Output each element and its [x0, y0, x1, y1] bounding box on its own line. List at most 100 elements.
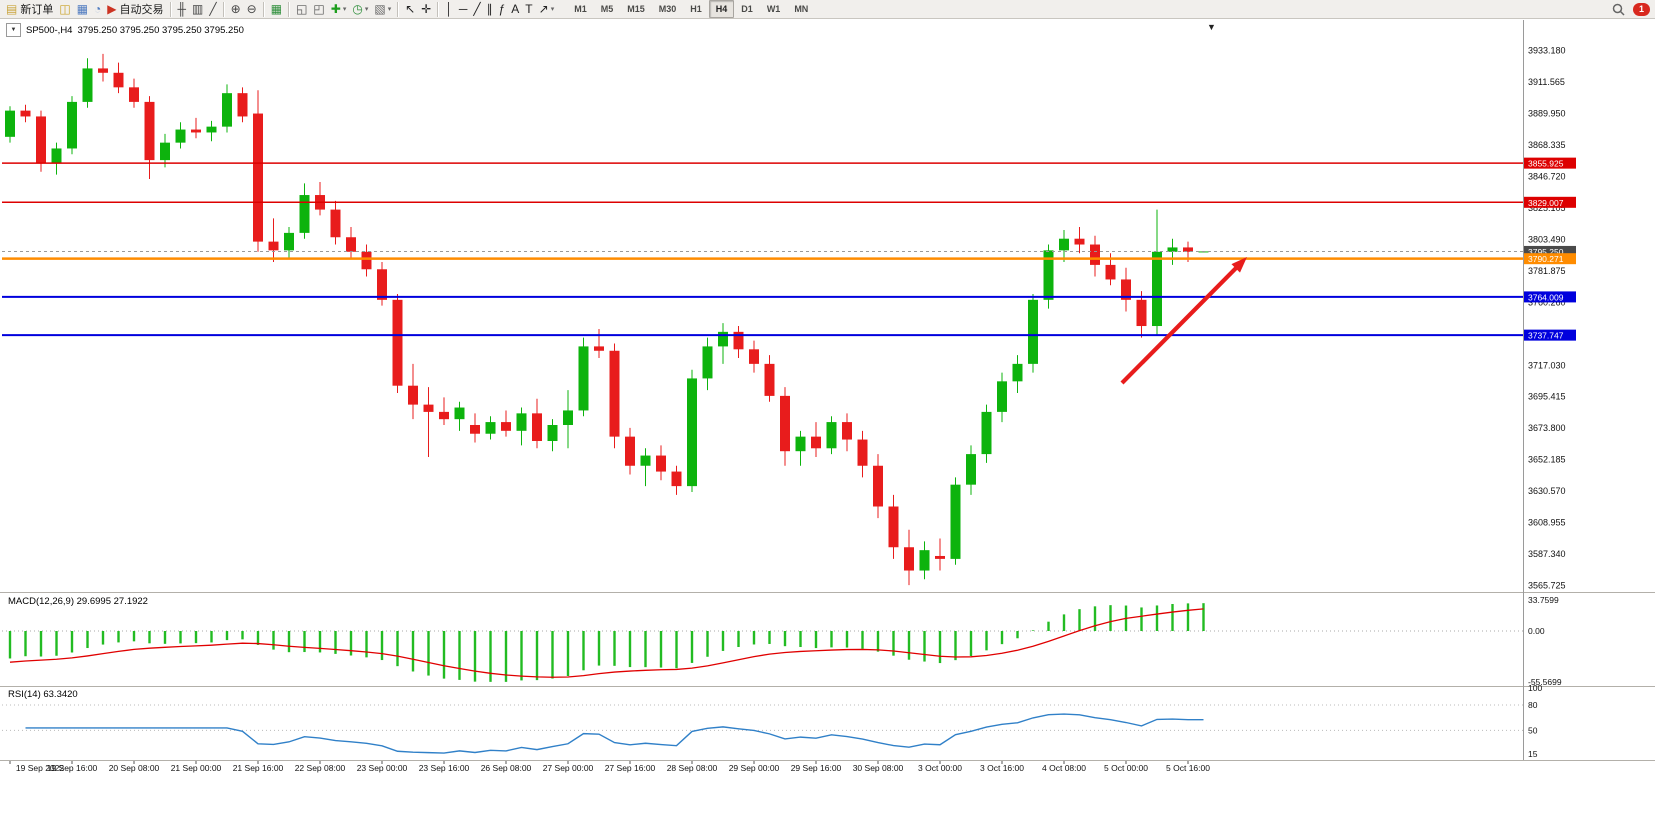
toolbar-separator	[437, 1, 440, 17]
ohlc-values: 3795.250 3795.250 3795.250 3795.250	[77, 24, 244, 36]
arrows-icon: ↗	[538, 1, 549, 16]
market-watch-button[interactable]: ◫	[56, 1, 73, 18]
symbol-period-label: SP500-,H4	[26, 24, 73, 36]
rsi-indicator-label: RSI(14) 63.3420	[8, 689, 78, 700]
autotrading-button-label: 自动交易	[119, 4, 164, 16]
line-chart-button[interactable]: ╱	[206, 1, 219, 18]
svg-text:3673.800: 3673.800	[1528, 423, 1566, 433]
svg-text:3846.720: 3846.720	[1528, 172, 1566, 182]
svg-text:3829.007: 3829.007	[1528, 198, 1564, 208]
arrows-dropdown-arrow-icon[interactable]: ▾	[550, 6, 555, 13]
cursor-button[interactable]: ↖	[402, 1, 418, 18]
svg-text:3565.725: 3565.725	[1528, 580, 1566, 590]
timeframe-m15-button[interactable]: M15	[627, 4, 645, 14]
autotrading-icon: ▶	[107, 1, 117, 16]
timeframe-d1-button[interactable]: D1	[741, 4, 753, 14]
horizontal-line-icon: ─	[458, 1, 468, 16]
indicators-icon: ✚	[330, 1, 341, 16]
svg-text:3911.565: 3911.565	[1528, 77, 1565, 87]
timeframe-h4-button[interactable]: H4	[708, 0, 735, 18]
arrange-windows-icon: ◰	[313, 1, 325, 16]
svg-text:3790.271: 3790.271	[1528, 254, 1564, 264]
data-window-button[interactable]: ▦	[74, 1, 91, 18]
svg-text:3764.009: 3764.009	[1528, 292, 1564, 302]
svg-text:28 Sep 08:00: 28 Sep 08:00	[667, 763, 718, 773]
svg-text:21 Sep 00:00: 21 Sep 00:00	[171, 763, 222, 773]
svg-text:26 Sep 08:00: 26 Sep 08:00	[481, 763, 532, 773]
svg-text:3695.415: 3695.415	[1528, 392, 1566, 402]
market-watch-icon: ◫	[59, 1, 71, 16]
indicators-button[interactable]: ✚ ▾	[328, 1, 350, 18]
text-button[interactable]: A	[508, 1, 522, 18]
timeframe-buttons: M1 M5 M15 M30 H1 H4 D1 W1 MN	[567, 0, 815, 18]
chevron-down-icon[interactable]: ▼	[6, 23, 21, 37]
search-icon[interactable]	[1612, 3, 1625, 16]
autotrading-button[interactable]: ▶ 自动交易	[104, 1, 166, 18]
notification-badge[interactable]: 1	[1633, 3, 1650, 16]
timeframe-h1-button[interactable]: H1	[690, 4, 702, 14]
navigator-button[interactable]: ◔	[91, 1, 104, 18]
svg-text:3 Oct 16:00: 3 Oct 16:00	[980, 763, 1024, 773]
svg-text:23 Sep 00:00: 23 Sep 00:00	[357, 763, 408, 773]
price-axis: 3933.180 3911.565 3889.950 3868.335 3846.720…	[1528, 46, 1566, 591]
svg-text:-55.5699: -55.5699	[1528, 677, 1562, 687]
candlestick-chart-button[interactable]: ▥	[189, 1, 206, 18]
svg-text:100: 100	[1528, 683, 1542, 693]
timeframe-m5-button[interactable]: M5	[600, 4, 614, 14]
fibonacci-button[interactable]: ƒ	[496, 1, 509, 18]
timeframe-mn-button[interactable]: MN	[794, 4, 809, 14]
svg-text:23 Sep 16:00: 23 Sep 16:00	[419, 763, 470, 773]
svg-text:27 Sep 00:00: 27 Sep 00:00	[543, 763, 594, 773]
svg-text:3889.950: 3889.950	[1528, 109, 1566, 119]
timeframe-m1-button[interactable]: M1	[574, 4, 587, 14]
svg-text:3825.105: 3825.105	[1528, 203, 1566, 213]
toolbar-buttons: ▤ 新订单 ◫ ▦ ◔ ▶ 自动交易 ╫ ▥ ╱ ⊕ ⊖ ▦ ◱ ◰ ✚ ▾ ◷ ▾ ▧ ▾ ↖ ✛ │ ─ ╱ ∥ ƒ A T ↗ ▾	[3, 0, 557, 18]
templates-dropdown-arrow-icon[interactable]: ▾	[387, 6, 392, 13]
svg-text:3803.490: 3803.490	[1528, 234, 1566, 244]
equidistant-channel-button[interactable]: ∥	[484, 1, 496, 18]
timeframe-w1-button[interactable]: W1	[766, 4, 781, 14]
crosshair-icon: ✛	[421, 1, 432, 16]
chart-symbol-header: ▼ SP500-,H4 3795.250 3795.250 3795.250 3…	[6, 23, 244, 37]
vertical-line-button[interactable]: │	[442, 1, 456, 18]
crosshair-button[interactable]: ✛	[418, 1, 434, 18]
svg-text:3737.747: 3737.747	[1528, 331, 1564, 341]
horizontal-line-button[interactable]: ─	[456, 1, 471, 18]
svg-text:3933.180: 3933.180	[1528, 46, 1566, 56]
new-order-icon: ▤	[6, 1, 18, 16]
svg-text:30 Sep 08:00: 30 Sep 08:00	[853, 763, 904, 773]
svg-text:5 Oct 00:00: 5 Oct 00:00	[1104, 763, 1148, 773]
tile-windows-button[interactable]: ▦	[268, 1, 285, 18]
svg-text:29 Sep 16:00: 29 Sep 16:00	[791, 763, 842, 773]
zoom-in-button[interactable]: ⊕	[228, 1, 244, 18]
svg-text:3630.570: 3630.570	[1528, 486, 1566, 496]
horizontal-lines-layer[interactable]: 3855.925 3829.007 3790.271 3764.009 3737.747	[2, 157, 1576, 341]
timeframe-m30-button[interactable]: M30	[658, 4, 677, 14]
templates-button[interactable]: ▧ ▾	[371, 1, 394, 18]
svg-text:80: 80	[1528, 700, 1538, 710]
svg-text:3717.030: 3717.030	[1528, 360, 1566, 370]
cascade-windows-button[interactable]: ◱	[293, 1, 310, 18]
svg-text:3795.250: 3795.250	[1528, 247, 1564, 257]
toolbar-separator	[222, 1, 225, 17]
arrange-windows-button[interactable]: ◰	[310, 1, 327, 18]
chart-shift-marker[interactable]: ▼	[1207, 22, 1216, 32]
new-order-button[interactable]: ▤ 新订单	[3, 1, 56, 18]
svg-text:27 Sep 16:00: 27 Sep 16:00	[605, 763, 656, 773]
fibonacci-icon: ƒ	[498, 1, 506, 16]
zoom-out-button[interactable]: ⊖	[244, 1, 260, 18]
svg-text:33.7599: 33.7599	[1528, 595, 1559, 605]
periods-button[interactable]: ◷ ▾	[349, 1, 371, 18]
label-button[interactable]: T	[522, 1, 535, 18]
svg-text:29 Sep 00:00: 29 Sep 00:00	[729, 763, 780, 773]
arrows-button[interactable]: ↗ ▾	[536, 1, 558, 18]
periods-dropdown-arrow-icon[interactable]: ▾	[364, 6, 369, 13]
indicators-dropdown-arrow-icon[interactable]: ▾	[342, 6, 347, 13]
bars-chart-button[interactable]: ╫	[175, 1, 190, 18]
trend-arrow-annotation[interactable]	[1120, 257, 1247, 385]
trendline-button[interactable]: ╱	[470, 1, 483, 18]
navigator-icon: ◔	[94, 1, 102, 16]
svg-text:15: 15	[1528, 749, 1538, 759]
